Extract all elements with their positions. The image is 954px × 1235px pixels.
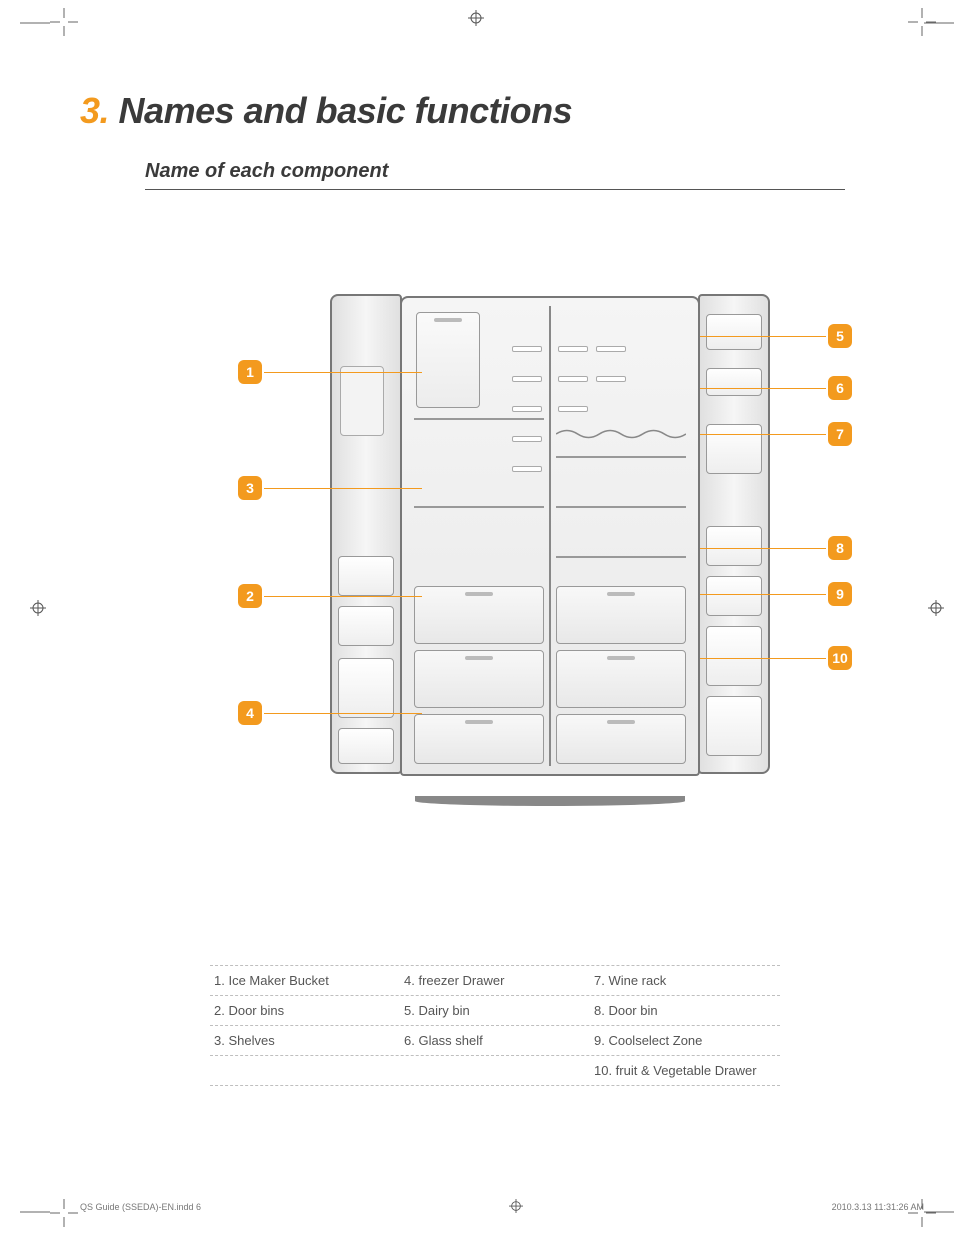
callout-leader: [700, 336, 826, 337]
callout-leader: [700, 434, 826, 435]
callout-badge-3: 3: [238, 476, 262, 500]
fridge-compartment: [552, 306, 690, 766]
door-bin: [706, 424, 762, 474]
legend-row: ..10. fruit & Vegetable Drawer: [210, 1055, 780, 1086]
callout-badge-9: 9: [828, 582, 852, 606]
footer-filename: QS Guide (SSEDA)-EN.indd 6: [80, 1202, 201, 1212]
freezer-drawer: [414, 714, 544, 764]
legend-row: 3. Shelves6. Glass shelf9. Coolselect Zo…: [210, 1025, 780, 1055]
door-bin: [338, 728, 394, 764]
freezer-drawer: [414, 650, 544, 708]
legend-cell: 3. Shelves: [210, 1026, 400, 1055]
component-legend: 1. Ice Maker Bucket4. freezer Drawer7. W…: [210, 965, 780, 1086]
door-bin: [706, 696, 762, 756]
callout-leader: [264, 713, 422, 714]
freezer-compartment: [410, 306, 548, 766]
callout-badge-8: 8: [828, 536, 852, 560]
glass-shelf: [556, 506, 686, 508]
coolselect-zone: [556, 586, 686, 644]
legend-cell: 1. Ice Maker Bucket: [210, 966, 400, 995]
door-bin: [338, 658, 394, 718]
registration-mark-bottom: [509, 1199, 523, 1215]
title-text: Names and basic functions: [119, 90, 573, 131]
callout-badge-2: 2: [238, 584, 262, 608]
legend-cell: 9. Coolselect Zone: [590, 1026, 780, 1055]
callout-leader: [264, 372, 422, 373]
callout-badge-10: 10: [828, 646, 852, 670]
callout-badge-4: 4: [238, 701, 262, 725]
callout-leader: [700, 548, 826, 549]
door-bin: [706, 368, 762, 396]
door-bin: [338, 556, 394, 596]
legend-cell: 7. Wine rack: [590, 966, 780, 995]
callout-leader: [700, 658, 826, 659]
component-diagram: 1 3 2 4 5 6 7 8 9 10: [160, 290, 870, 890]
veg-drawer: [556, 714, 686, 764]
legend-cell: 6. Glass shelf: [400, 1026, 590, 1055]
dispenser: [340, 366, 384, 436]
registration-mark-top: [468, 10, 484, 26]
callout-badge-1: 1: [238, 360, 262, 384]
page-content: 3. Names and basic functions Name of eac…: [80, 90, 924, 1215]
section-subtitle: Name of each component: [145, 160, 845, 190]
dairy-bin: [706, 314, 762, 350]
callout-badge-7: 7: [828, 422, 852, 446]
freezer-drawer: [414, 586, 544, 644]
legend-row: 1. Ice Maker Bucket4. freezer Drawer7. W…: [210, 965, 780, 995]
door-bin: [706, 626, 762, 686]
legend-cell: 10. fruit & Vegetable Drawer: [590, 1056, 780, 1085]
glass-shelf: [556, 456, 686, 458]
callout-leader: [700, 594, 826, 595]
callout-badge-6: 6: [828, 376, 852, 400]
wine-rack: [556, 426, 686, 436]
print-footer: QS Guide (SSEDA)-EN.indd 6 2010.3.13 11:…: [80, 1199, 924, 1215]
callout-badge-5: 5: [828, 324, 852, 348]
refrigerator-illustration: [330, 290, 770, 800]
legend-cell: 4. freezer Drawer: [400, 966, 590, 995]
fridge-body: [400, 296, 700, 776]
page-title: 3. Names and basic functions: [80, 90, 924, 132]
ice-maker-bucket: [416, 312, 480, 408]
fridge-door: [698, 294, 770, 774]
door-bin: [338, 606, 394, 646]
legend-cell: 5. Dairy bin: [400, 996, 590, 1025]
title-number: 3.: [80, 90, 109, 131]
registration-mark-right: [928, 600, 944, 616]
glass-shelf: [556, 556, 686, 558]
door-bin: [706, 526, 762, 566]
freezer-door: [330, 294, 402, 774]
legend-cell: 8. Door bin: [590, 996, 780, 1025]
registration-mark-left: [30, 600, 46, 616]
door-bin: [706, 576, 762, 616]
legend-cell: 2. Door bins: [210, 996, 400, 1025]
footer-timestamp: 2010.3.13 11:31:26 AM: [832, 1202, 924, 1212]
veg-drawer: [556, 650, 686, 708]
callout-leader: [264, 488, 422, 489]
callout-leader: [264, 596, 422, 597]
legend-row: 2. Door bins5. Dairy bin8. Door bin: [210, 995, 780, 1025]
callout-leader: [700, 388, 826, 389]
